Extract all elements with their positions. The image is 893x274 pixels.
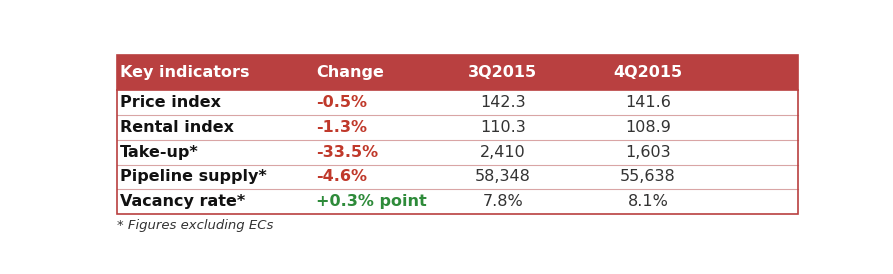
Text: -1.3%: -1.3% — [316, 120, 367, 135]
Bar — [117, 140, 798, 164]
Text: 55,638: 55,638 — [620, 170, 676, 184]
Text: 4Q2015: 4Q2015 — [613, 65, 682, 80]
Bar — [117, 90, 798, 115]
Text: 2,410: 2,410 — [480, 145, 525, 159]
Text: 108.9: 108.9 — [625, 120, 671, 135]
Text: 142.3: 142.3 — [480, 95, 525, 110]
Text: 8.1%: 8.1% — [628, 194, 669, 209]
Text: Pipeline supply*: Pipeline supply* — [120, 170, 267, 184]
Text: 7.8%: 7.8% — [482, 194, 523, 209]
Text: Price index: Price index — [120, 95, 221, 110]
Text: Change: Change — [316, 65, 384, 80]
Bar — [117, 164, 798, 189]
Bar — [117, 189, 798, 214]
Text: 110.3: 110.3 — [480, 120, 525, 135]
Bar — [117, 55, 798, 214]
Text: Key indicators: Key indicators — [120, 65, 249, 80]
Text: 141.6: 141.6 — [625, 95, 671, 110]
Text: Rental index: Rental index — [120, 120, 234, 135]
Text: -33.5%: -33.5% — [316, 145, 378, 159]
Text: Take-up*: Take-up* — [120, 145, 198, 159]
Text: * Figures excluding ECs: * Figures excluding ECs — [117, 219, 273, 232]
Text: +0.3% point: +0.3% point — [316, 194, 427, 209]
Text: -4.6%: -4.6% — [316, 170, 367, 184]
Bar — [117, 55, 798, 90]
Text: 1,603: 1,603 — [625, 145, 671, 159]
Text: Vacancy rate*: Vacancy rate* — [120, 194, 246, 209]
Text: 58,348: 58,348 — [475, 170, 530, 184]
Text: 3Q2015: 3Q2015 — [468, 65, 538, 80]
Text: -0.5%: -0.5% — [316, 95, 367, 110]
Bar — [117, 115, 798, 140]
